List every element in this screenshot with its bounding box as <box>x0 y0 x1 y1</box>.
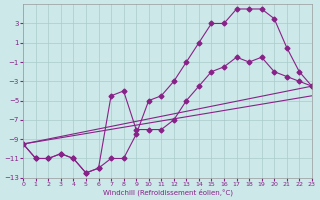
X-axis label: Windchill (Refroidissement éolien,°C): Windchill (Refroidissement éolien,°C) <box>102 188 233 196</box>
